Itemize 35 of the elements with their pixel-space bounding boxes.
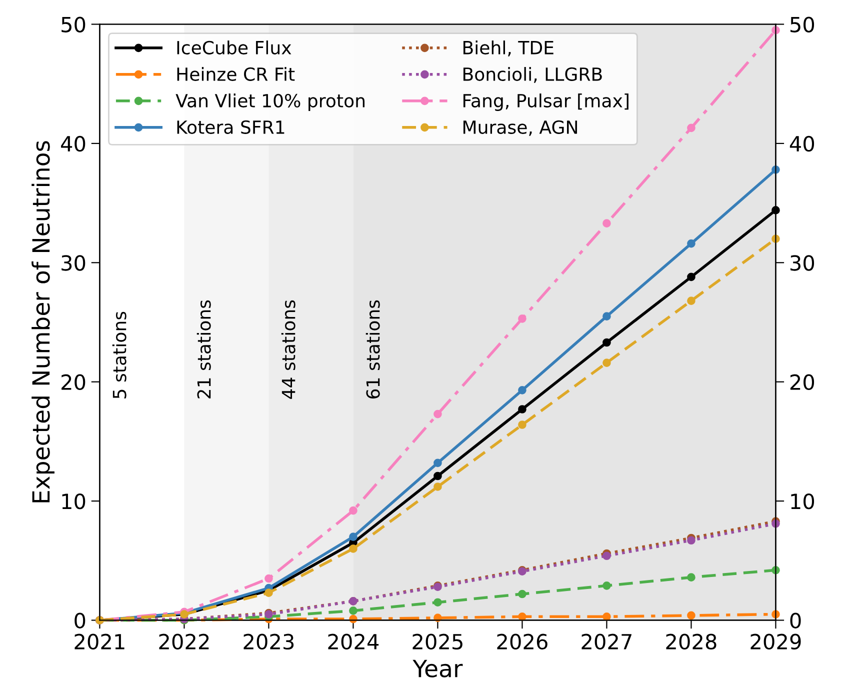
x-axis-title: Year <box>412 660 463 678</box>
x-tick-label: 2024 <box>328 634 379 650</box>
x-tick-label: 2021 <box>74 634 124 650</box>
band-label: 44 stations <box>281 300 296 399</box>
x-tick-label: 2023 <box>244 634 294 650</box>
legend-label: Heinze CR Fit <box>177 67 295 81</box>
legend-label: Murase, AGN <box>463 120 577 136</box>
legend-label: Biehl, TDE <box>463 40 554 56</box>
legend-label: Fang, Pulsar [max] <box>463 94 628 111</box>
band-label: 61 stations <box>366 300 380 398</box>
legend-label: Boncioli, LLGRB <box>463 67 602 83</box>
x-tick-label: 2028 <box>666 634 716 650</box>
y-tick-label: 0 <box>74 612 86 628</box>
y-tick-label: 50 <box>62 16 86 32</box>
y2-tick-label: 0 <box>790 612 801 628</box>
band-label: 21 stations <box>196 300 211 398</box>
x-tick-label: 2022 <box>159 634 209 650</box>
y-tick-label: 20 <box>62 374 86 390</box>
y-tick-label: 30 <box>62 255 86 271</box>
x-tick-label: 2026 <box>497 634 548 650</box>
y2-tick-label: 20 <box>790 374 814 390</box>
legend-label: Kotera SFR1 <box>177 120 284 134</box>
x-tick-label: 2029 <box>750 634 801 650</box>
x-tick-label: 2027 <box>582 634 632 650</box>
legend-label: IceCube Flux <box>177 40 292 54</box>
y2-tick-label: 30 <box>790 255 814 271</box>
legend-label: Van Vliet 10% proton <box>176 94 364 111</box>
y-tick-label: 40 <box>61 136 86 152</box>
annotation: 5 stations <box>112 312 126 398</box>
y-axis-title: Expected Number of Neutrinos <box>32 141 54 502</box>
y2-tick-label: 40 <box>790 136 814 152</box>
y-tick-label: 10 <box>62 493 86 510</box>
x-tick-label: 2025 <box>412 634 462 650</box>
y2-tick-label: 50 <box>790 16 814 32</box>
y2-tick-label: 10 <box>791 493 814 510</box>
